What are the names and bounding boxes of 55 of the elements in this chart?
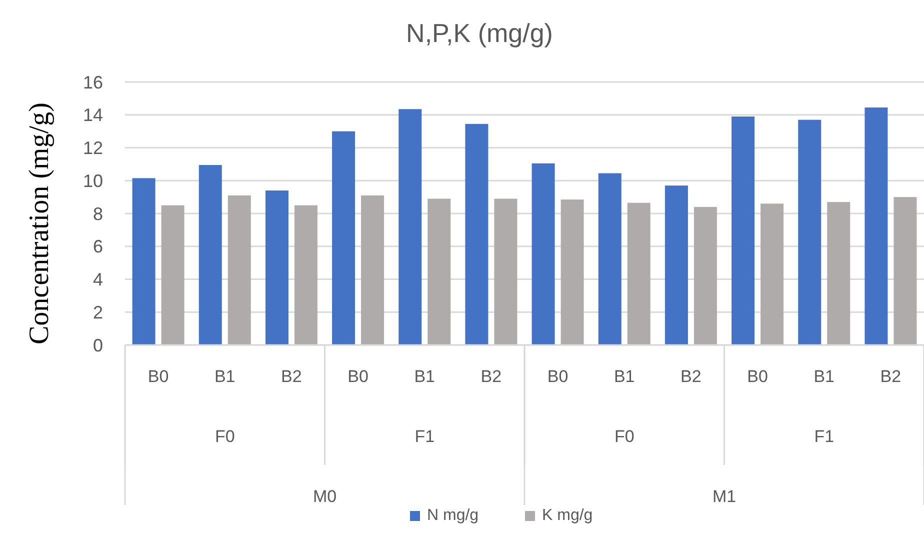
y-tick-label: 6 [92, 236, 103, 257]
y-axis-title: Concentration (mg/g) [24, 102, 55, 344]
y-tick-label: 8 [92, 204, 103, 224]
bar [294, 205, 318, 345]
y-tick-label: 0 [92, 335, 103, 356]
bar [760, 204, 784, 345]
x-tick-label: B1 [414, 367, 436, 386]
y-tick-label: 16 [82, 72, 103, 92]
x-tick-label: B2 [680, 367, 702, 386]
text: F1 [414, 427, 435, 446]
x-tick-label: B2 [480, 367, 502, 386]
x-tick-label: B0 [547, 367, 568, 386]
bar [228, 195, 251, 345]
text: F0 [214, 427, 235, 446]
text: M1 [712, 487, 736, 506]
bar [398, 109, 422, 345]
bar [694, 206, 717, 345]
y-tick-label: 12 [82, 138, 103, 158]
x-tick-label: B1 [814, 367, 835, 386]
x-tick-label: B0 [148, 367, 169, 386]
x-tick-label: B1 [214, 367, 236, 386]
x-tick-label: B2 [880, 367, 902, 386]
chart-title: N,P,K (mg/g) [406, 18, 553, 48]
bar [161, 205, 184, 345]
bar [827, 202, 850, 345]
bar [894, 197, 917, 345]
text: F0 [614, 427, 634, 446]
x-tick-label: B2 [281, 367, 302, 386]
bar [732, 116, 755, 345]
bar [598, 173, 622, 345]
bar [428, 198, 451, 345]
bar [560, 200, 584, 345]
y-tick-label: 4 [92, 270, 103, 290]
bar [265, 190, 288, 345]
bar [627, 202, 650, 345]
legend-label: N mg/g [427, 507, 479, 524]
x-tick-label: B0 [348, 367, 368, 386]
bar [532, 163, 555, 345]
bar [494, 198, 518, 345]
bar [798, 120, 822, 345]
bar [198, 165, 222, 345]
x-tick-label: B0 [747, 367, 768, 386]
legend-label: K mg/g [542, 507, 593, 524]
x-tick-label: B1 [614, 367, 635, 386]
bar [664, 186, 688, 345]
bar [332, 131, 356, 345]
bar [132, 178, 156, 345]
y-tick-label: 2 [92, 302, 103, 322]
bar [864, 107, 888, 345]
text: F1 [814, 427, 834, 446]
text: M0 [312, 487, 337, 506]
y-tick-label: 10 [82, 170, 103, 191]
bar [465, 124, 488, 345]
bar [361, 195, 384, 345]
y-tick-label: 14 [82, 105, 103, 126]
